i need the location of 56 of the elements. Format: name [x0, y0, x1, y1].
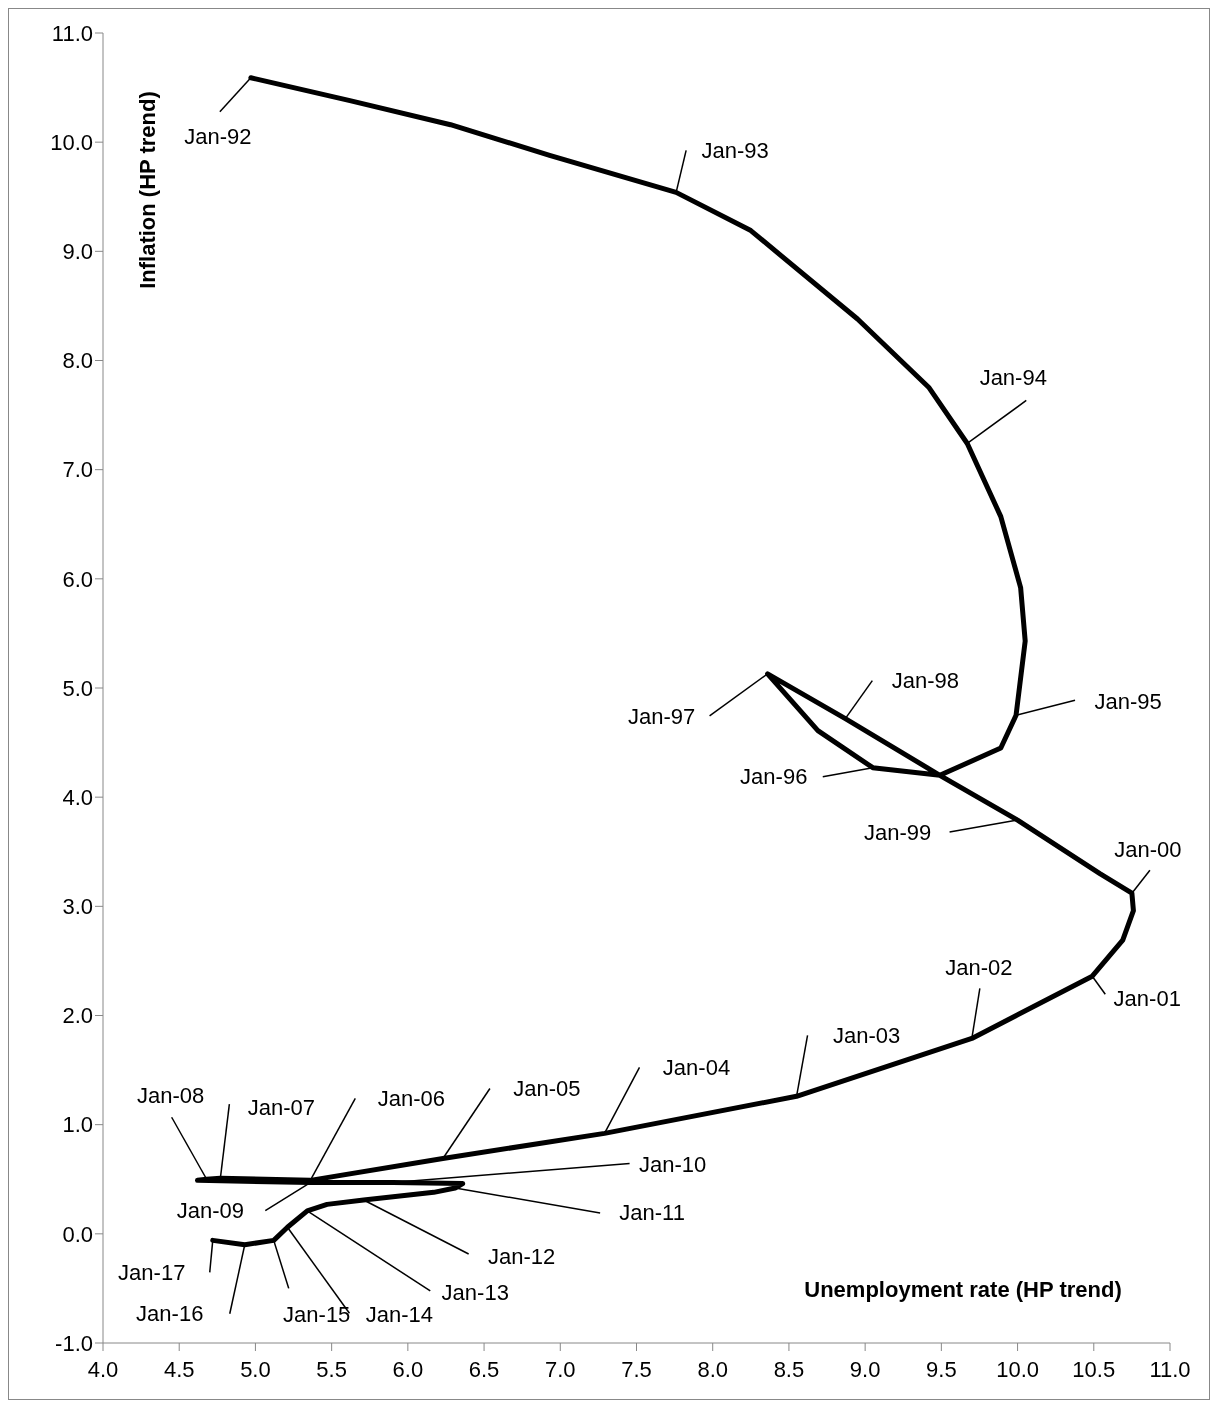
y-tick-label: 9.0	[62, 239, 93, 265]
x-tick-label: 7.5	[621, 1356, 652, 1382]
x-tick-label: 9.0	[849, 1356, 881, 1382]
y-tick-label: 6.0	[62, 566, 93, 592]
x-tick-label: 6.0	[392, 1356, 424, 1382]
annotation: Jan-98	[891, 668, 959, 694]
y-tick-label: 10.0	[50, 129, 93, 155]
y-tick-label: 1.0	[62, 1112, 93, 1138]
x-axis-title: Unemployment rate (HP trend)	[804, 1277, 1122, 1303]
annotation: Jan-03	[832, 1022, 901, 1048]
annotation: Jan-10	[638, 1152, 707, 1178]
annotation: Jan-93	[701, 137, 769, 163]
y-tick-label: 8.0	[62, 348, 93, 374]
x-tick-label: 4.0	[87, 1356, 119, 1382]
x-tick-label: 7.0	[544, 1356, 576, 1382]
annotation: Jan-02	[945, 954, 1013, 980]
annotation: Jan-00	[1114, 836, 1182, 862]
annotation: Jan-12	[488, 1244, 556, 1270]
annotation: Jan-95	[1094, 688, 1162, 714]
y-tick-label: -1.0	[55, 1330, 93, 1356]
x-tick-label: 5.0	[240, 1356, 271, 1382]
annotation: Jan-14	[365, 1301, 434, 1327]
annotation: Jan-16	[136, 1301, 204, 1327]
annotation: Jan-96	[740, 764, 808, 790]
y-axis-title: Inflation (HP trend)	[135, 91, 161, 289]
annotation: Jan-06	[377, 1085, 445, 1111]
x-tick-label: 9.5	[926, 1356, 957, 1382]
y-tick-label: 3.0	[62, 894, 93, 920]
annotation: Jan-07	[247, 1094, 316, 1120]
y-tick-label: 0.0	[62, 1221, 93, 1247]
annotation: Jan-15	[283, 1301, 351, 1327]
annotation: Jan-09	[176, 1198, 244, 1224]
annotation: Jan-13	[441, 1280, 509, 1306]
annotation: Jan-97	[627, 704, 696, 730]
annotation: Jan-05	[513, 1076, 581, 1102]
annotation: Jan-92	[184, 124, 252, 150]
x-tick-label: 5.5	[316, 1356, 347, 1382]
x-tick-label: 11.0	[1149, 1356, 1191, 1382]
x-tick-label: 6.5	[468, 1356, 500, 1382]
annotation: Jan-11	[619, 1200, 685, 1226]
annotation: Jan-08	[137, 1082, 205, 1108]
annotation: Jan-99	[863, 819, 932, 845]
x-tick-label: 4.5	[163, 1356, 195, 1382]
x-tick-label: 10.0	[996, 1356, 1039, 1382]
annotation: Jan-01	[1113, 985, 1181, 1011]
y-tick-label: 11.0	[51, 20, 93, 46]
y-tick-label: 2.0	[62, 1003, 93, 1029]
y-tick-label: 5.0	[62, 675, 93, 701]
annotation: Jan-04	[662, 1054, 731, 1080]
y-tick-label: 7.0	[62, 457, 93, 483]
y-tick-label: 4.0	[62, 784, 93, 810]
annotation: Jan-94	[979, 364, 1047, 390]
x-tick-label: 8.5	[773, 1356, 805, 1382]
x-tick-label: 8.0	[697, 1356, 729, 1382]
x-tick-label: 10.5	[1072, 1356, 1116, 1382]
annotation: Jan-17	[118, 1259, 186, 1285]
